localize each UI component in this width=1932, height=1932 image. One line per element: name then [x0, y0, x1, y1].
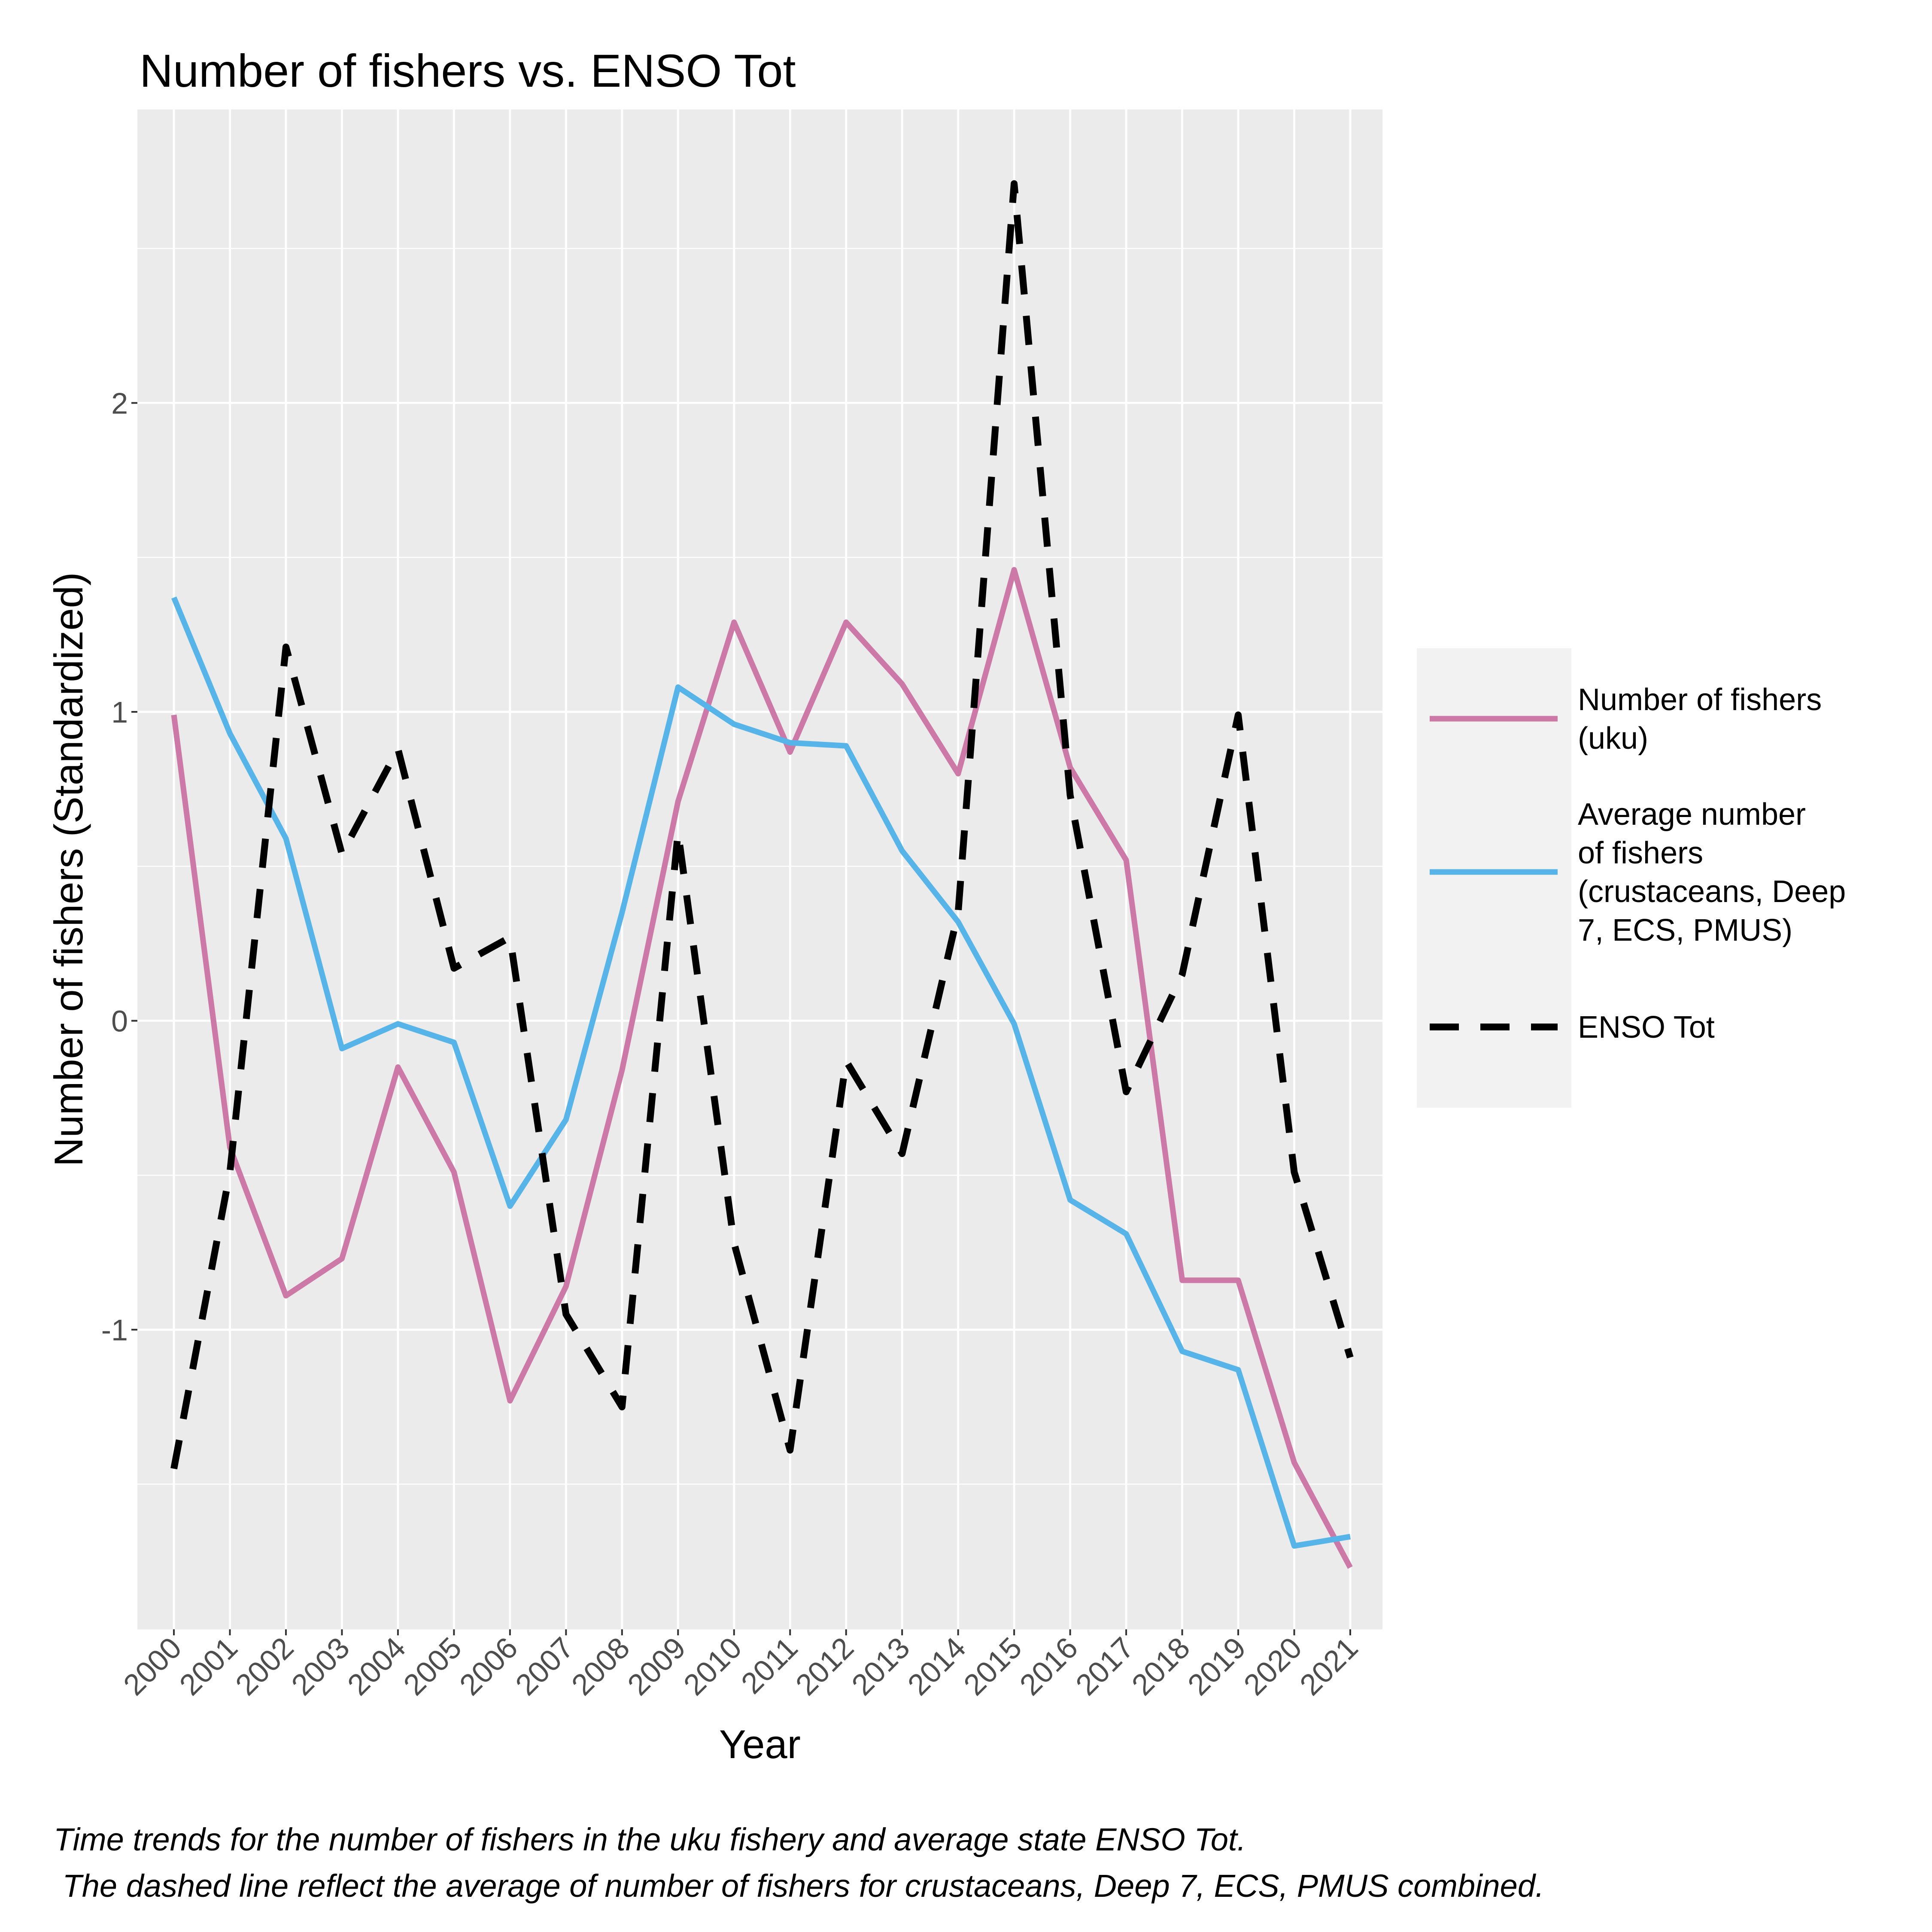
x-tick-label: 2006 — [453, 1631, 524, 1701]
x-tick-label: 2000 — [117, 1631, 188, 1701]
x-tick-label: 2014 — [901, 1631, 972, 1701]
plot-panel — [137, 109, 1382, 1629]
x-tick-label: 2019 — [1181, 1631, 1252, 1701]
caption-line-1: Time trends for the number of fishers in… — [54, 1822, 1246, 1857]
x-tick-label: 2020 — [1237, 1631, 1308, 1701]
chart-title: Number of fishers vs. ENSO Tot — [140, 45, 796, 97]
caption: Time trends for the number of fishers in… — [54, 1822, 1544, 1904]
x-tick-label: 2017 — [1069, 1631, 1140, 1701]
x-tick-label: 2002 — [229, 1631, 300, 1701]
x-tick-label: 2005 — [397, 1631, 468, 1701]
legend: Number of fishers (uku) Average number of f… — [1417, 648, 1846, 1108]
series-line-3 — [170, 180, 1354, 1470]
x-tick-label: 2012 — [789, 1631, 860, 1701]
x-tick-label: 2001 — [173, 1631, 244, 1701]
x-tick-label: 2011 — [735, 1631, 804, 1700]
x-tick-label: 2013 — [845, 1631, 916, 1701]
legend-label-3: ENSO Tot — [1578, 1010, 1715, 1045]
legend-label-1: Number of fishers (uku) — [1578, 683, 1822, 756]
x-tick-label: 2015 — [957, 1631, 1028, 1701]
x-tick-label: 2010 — [677, 1631, 748, 1701]
x-tick-label: 2009 — [621, 1631, 692, 1701]
y-tick-label: -1 — [101, 1313, 128, 1347]
x-tick-label: 2004 — [341, 1631, 412, 1701]
y-tick-label: 2 — [111, 387, 128, 420]
x-tick-label: 2021 — [1293, 1631, 1364, 1701]
x-tick-label: 2016 — [1013, 1631, 1084, 1701]
caption-line-2: The dashed line reflect the average of n… — [54, 1868, 1544, 1904]
y-tick-label: 1 — [111, 696, 128, 729]
x-axis: 2000200120022003200420052006200720082009… — [117, 1629, 1364, 1702]
legend-label-2: Average number of fishers (crustaceans, De… — [1578, 797, 1846, 948]
legend-box — [1417, 648, 1571, 1108]
y-tick-label: 0 — [111, 1005, 128, 1038]
y-axis-title: Number of fishers (Standardized) — [46, 572, 91, 1166]
x-tick-label: 2003 — [285, 1631, 356, 1701]
grid-minor — [137, 248, 1382, 1485]
y-axis: -1 0 1 2 — [101, 387, 137, 1347]
x-tick-label: 2007 — [509, 1631, 580, 1701]
series-line-1 — [171, 567, 1353, 1569]
series-layer — [170, 180, 1354, 1569]
x-axis-title: Year — [719, 1722, 801, 1767]
x-tick-label: 2008 — [565, 1631, 636, 1701]
series-line-2 — [171, 596, 1351, 1549]
x-tick-label: 2018 — [1125, 1631, 1196, 1701]
